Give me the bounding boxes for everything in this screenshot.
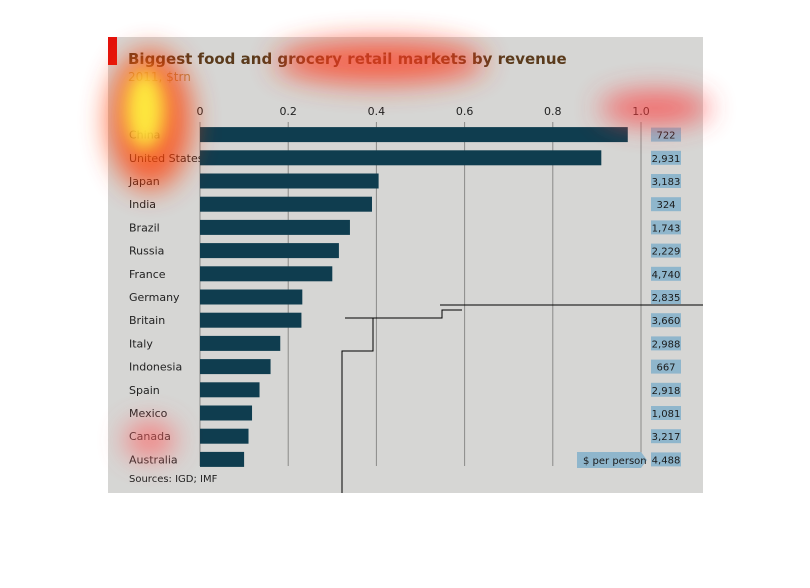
per-person-value-box bbox=[651, 266, 681, 281]
category-label: Germany bbox=[129, 291, 180, 304]
per-person-value-box bbox=[651, 382, 681, 397]
category-label: India bbox=[129, 198, 156, 211]
bar bbox=[200, 451, 245, 467]
per-person-value-box bbox=[651, 220, 681, 235]
x-tick-label: 0 bbox=[197, 105, 204, 118]
per-person-value-box bbox=[651, 290, 681, 304]
bar bbox=[200, 335, 281, 351]
per-person-value: 2,931 bbox=[652, 154, 681, 165]
per-person-value-box bbox=[651, 336, 681, 351]
category-label: Canada bbox=[129, 430, 171, 443]
bar bbox=[200, 173, 379, 189]
per-person-value: 667 bbox=[656, 363, 675, 374]
bars bbox=[200, 127, 628, 467]
bar bbox=[200, 150, 602, 166]
category-label: China bbox=[129, 129, 160, 142]
per-person-value-box bbox=[651, 127, 681, 142]
per-person-legend: $ per person bbox=[577, 452, 647, 468]
per-person-value: 4,740 bbox=[652, 270, 681, 281]
per-person-value: 3,217 bbox=[652, 432, 681, 443]
bar bbox=[200, 405, 253, 421]
x-tick-label: 0.8 bbox=[544, 105, 562, 118]
per-person-label: $ per person bbox=[583, 456, 647, 467]
bar bbox=[200, 312, 302, 328]
per-person-value-box bbox=[651, 429, 681, 444]
per-person-value: 2,988 bbox=[652, 339, 681, 350]
overlay-lines bbox=[341, 304, 703, 493]
per-person-value: 1,743 bbox=[652, 223, 681, 234]
bar bbox=[200, 127, 628, 143]
category-label: Japan bbox=[128, 175, 160, 188]
per-person-value-box bbox=[651, 406, 681, 420]
category-labels: China United States Japan India Brazil Russia… bbox=[128, 129, 204, 467]
per-person-value: 2,835 bbox=[652, 293, 681, 304]
bar bbox=[200, 382, 260, 398]
chart-source: Sources: IGD; IMF bbox=[129, 474, 218, 485]
per-person-value: 3,660 bbox=[652, 316, 681, 327]
bar bbox=[200, 428, 249, 444]
x-tick-label: 1.0 bbox=[632, 105, 650, 118]
x-axis-ticks: 0 0.2 0.4 0.6 0.8 1.0 bbox=[197, 105, 650, 118]
per-person-column: 722 2,931 3,183 324 1,743 2,229 4,740 2,835 3,66… bbox=[651, 127, 681, 467]
bar bbox=[200, 359, 271, 375]
per-person-value-box bbox=[651, 174, 681, 188]
x-tick-label: 0.4 bbox=[368, 105, 386, 118]
overlay-line bbox=[341, 309, 462, 493]
bar bbox=[200, 289, 303, 305]
x-tick-label: 0.2 bbox=[279, 105, 297, 118]
category-label: Russia bbox=[129, 245, 164, 258]
per-person-value: 2,229 bbox=[652, 247, 681, 258]
category-label: United States bbox=[129, 152, 204, 165]
per-person-value-box bbox=[651, 359, 681, 374]
category-label: France bbox=[129, 268, 166, 281]
per-person-value-box bbox=[651, 313, 681, 328]
category-label: Mexico bbox=[129, 407, 168, 420]
per-person-value: 722 bbox=[656, 131, 675, 142]
per-person-value: 4,488 bbox=[652, 455, 681, 466]
per-person-value: 1,081 bbox=[652, 409, 681, 420]
per-person-value-box bbox=[651, 197, 681, 212]
bar bbox=[200, 219, 350, 235]
category-label: Spain bbox=[129, 384, 160, 397]
per-person-arrow-shape bbox=[577, 452, 647, 468]
per-person-value-box bbox=[651, 452, 681, 467]
x-tick-label: 0.6 bbox=[456, 105, 474, 118]
per-person-value-box bbox=[651, 150, 681, 165]
per-person-value: 324 bbox=[656, 200, 675, 211]
bar bbox=[200, 266, 333, 282]
category-label: Australia bbox=[129, 453, 178, 466]
bar bbox=[200, 243, 339, 259]
per-person-value: 3,183 bbox=[652, 177, 681, 188]
per-person-value: 2,918 bbox=[652, 386, 681, 397]
category-label: Britain bbox=[129, 314, 165, 327]
category-label: Brazil bbox=[129, 221, 160, 234]
bar bbox=[200, 196, 372, 212]
per-person-value-box bbox=[651, 243, 681, 258]
category-label: Indonesia bbox=[129, 361, 182, 374]
category-label: Italy bbox=[129, 337, 153, 350]
